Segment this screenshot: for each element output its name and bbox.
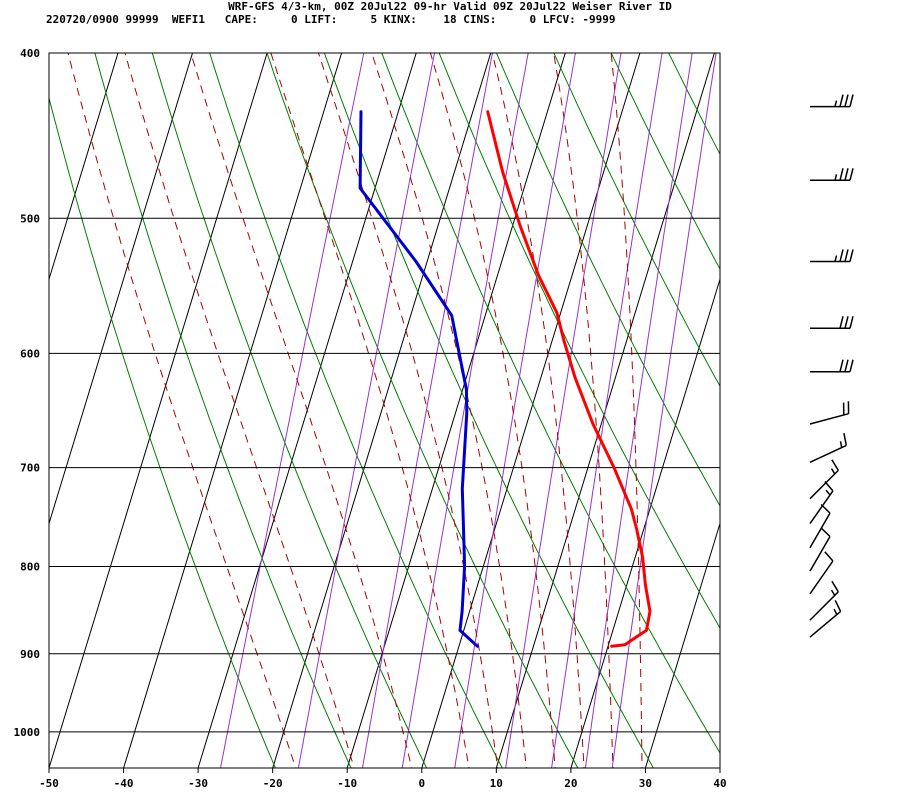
wind-barb	[809, 503, 831, 549]
x-tick-label: -10	[337, 777, 357, 790]
wind-barb	[809, 527, 831, 572]
dry-adiabat	[495, 53, 720, 507]
x-tick-label: 0	[418, 777, 425, 790]
wind-barbs	[809, 94, 854, 638]
y-tick-label: 800	[20, 561, 40, 574]
wind-barb	[810, 359, 854, 373]
moist-adiabat	[124, 53, 355, 768]
moist-adiabat	[610, 53, 643, 768]
dry-adiabat	[151, 53, 428, 768]
dewpoint-profile	[358, 110, 479, 648]
isotherm	[272, 53, 492, 768]
dry-adiabat	[721, 44, 900, 775]
plot-border	[48, 52, 721, 769]
dry-adiabat	[553, 53, 720, 388]
dry-adiabat	[893, 44, 900, 775]
y-tick-label: 400	[20, 47, 40, 60]
wind-barb	[810, 94, 854, 108]
x-tick-label: -50	[39, 777, 59, 790]
dry-adiabat	[49, 95, 276, 768]
axis-tick-labels: -50 -40 -30 -20 -10 0 10 20 30 40 1000 900 800 700 600…	[14, 47, 727, 790]
isotherm	[49, 53, 119, 281]
temperature-profile	[486, 110, 652, 648]
dry-adiabat	[266, 53, 579, 768]
moist-adiabat	[190, 53, 413, 768]
wind-barb	[809, 401, 850, 425]
dry-adiabat	[438, 53, 720, 630]
dry-adiabat	[323, 53, 654, 768]
mixing-ratio-line	[454, 53, 576, 768]
dry-adiabat	[610, 53, 720, 271]
wind-barb	[809, 580, 839, 621]
dry-adiabat	[778, 44, 900, 775]
mixing-ratio-line	[505, 53, 622, 768]
moist-adiabat	[270, 53, 470, 768]
moist-adiabat	[371, 53, 527, 768]
x-tick-label: -20	[263, 777, 283, 790]
x-tick-label: 40	[713, 777, 726, 790]
y-tick-label: 900	[20, 648, 40, 661]
wind-barb	[810, 316, 854, 330]
isotherm	[49, 53, 193, 526]
y-tick-label: 600	[20, 347, 40, 360]
wind-barb	[809, 599, 842, 638]
y-tick-label: 500	[20, 212, 40, 225]
isotherm	[719, 766, 720, 768]
isotherm	[421, 53, 641, 768]
dry-adiabat	[836, 44, 900, 775]
wind-barb	[810, 168, 854, 182]
y-tick-label: 700	[20, 462, 40, 475]
x-tick-label: 10	[490, 777, 503, 790]
wind-barb	[809, 433, 848, 463]
moist-adiabat	[429, 53, 556, 768]
isotherm	[570, 277, 720, 768]
isotherm	[123, 53, 343, 768]
x-tick-label: 20	[564, 777, 577, 790]
mixing-ratio-line	[297, 53, 436, 768]
dry-adiabat	[668, 53, 720, 156]
dry-adiabat	[209, 53, 503, 768]
mixing-ratio-line	[219, 53, 365, 768]
isotherm	[49, 53, 268, 768]
x-tick-label: -30	[188, 777, 208, 790]
wind-barb	[809, 551, 834, 595]
y-tick-label: 1000	[14, 726, 41, 739]
background-lines	[49, 44, 900, 775]
stability-indices-line: 220720/0900 99999 WEFI1 CAPE: 0 LIFT: 5 …	[46, 13, 616, 26]
isotherm	[644, 521, 720, 768]
moist-adiabat	[491, 53, 585, 768]
moist-adiabat	[317, 53, 499, 768]
wind-barb	[809, 481, 834, 525]
x-tick-label: 30	[639, 777, 652, 790]
mixing-ratio-line	[361, 53, 493, 768]
chart-title: WRF-GFS 4/3-km, 00Z 20Jul22 09-hr Valid …	[228, 0, 672, 13]
wind-barb	[809, 459, 839, 500]
wind-barb	[810, 249, 854, 263]
sounding-profiles	[358, 110, 652, 648]
moist-adiabat	[553, 53, 614, 768]
dry-adiabat	[94, 53, 352, 768]
mixing-ratio-line	[611, 53, 717, 768]
isotherm	[346, 53, 566, 768]
x-tick-label: -40	[114, 777, 134, 790]
mixing-ratio-line	[551, 53, 663, 768]
moist-adiabat	[67, 53, 297, 768]
dry-adiabat	[381, 53, 720, 754]
